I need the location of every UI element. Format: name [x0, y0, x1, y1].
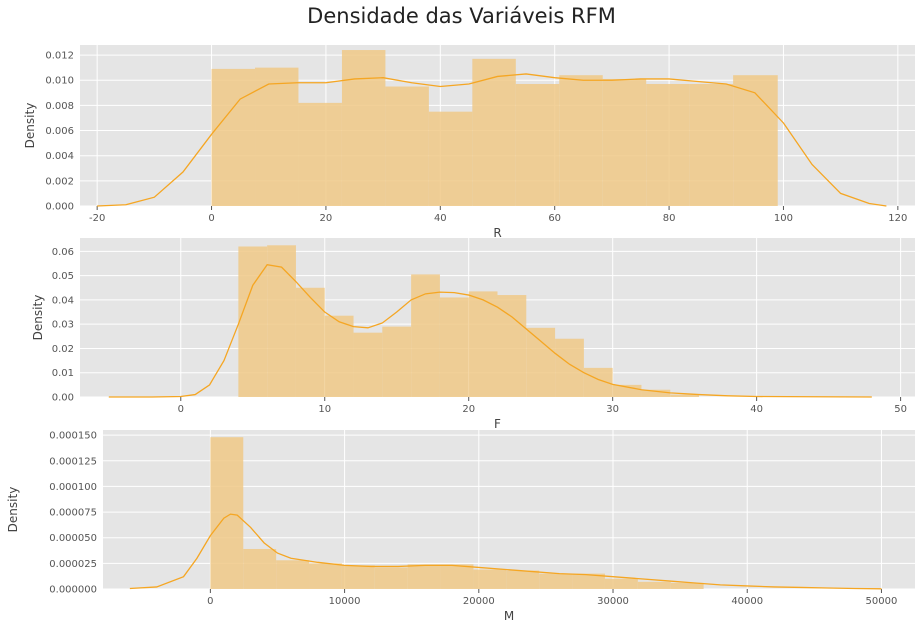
m-density-plot: 0.000000 0.000025 0.000050 0.000075 0.000100… [6, 430, 915, 623]
r-y-tick-label: 0.010 [45, 76, 74, 87]
m-hist-bar [539, 573, 573, 589]
r-y-axis-label: Density [23, 103, 37, 149]
m-hist-bar [473, 569, 507, 589]
m-hist-bar [637, 581, 671, 589]
f-x-tick-label: 30 [606, 404, 619, 415]
m-hist-bar [309, 563, 342, 589]
r-y-tick-label: 0.006 [45, 126, 74, 137]
m-x-tick-label: 30000 [597, 596, 629, 607]
m-hist-bar [243, 548, 277, 589]
f-hist-bar [411, 274, 440, 397]
f-y-tick-label: 0.06 [52, 247, 74, 258]
m-x-tick-label: 10000 [329, 596, 361, 607]
m-hist-bar [374, 567, 408, 589]
r-density-plot: 0.000 0.002 0.004 0.006 0.008 0.010 0.012 -20 0 2… [23, 45, 915, 240]
r-x-tick-label: 0 [208, 213, 214, 224]
m-hist-bar [506, 570, 540, 589]
m-x-tick-label: 50000 [866, 596, 898, 607]
r-hist-bar [428, 111, 473, 206]
figure-title: Densidade das Variáveis RFM [307, 4, 616, 28]
m-y-tick-label: 0.000050 [49, 533, 97, 544]
m-hist-bar [407, 564, 441, 589]
m-y-tick-label: 0.000025 [49, 559, 97, 570]
r-hist-bar [602, 78, 647, 206]
r-hist-bar [733, 75, 778, 206]
f-y-axis-label: Density [31, 295, 45, 341]
r-y-tick-label: 0.000 [45, 202, 74, 213]
r-hist-bar [211, 68, 256, 206]
m-y-tick-label: 0.000125 [49, 456, 97, 467]
f-x-tick-label: 50 [894, 404, 907, 415]
f-hist-bar [497, 295, 527, 397]
f-x-axis-label: F [494, 417, 501, 431]
r-hist-bar [689, 83, 734, 206]
m-hist-bar [604, 578, 638, 589]
r-x-tick-label: 20 [320, 213, 333, 224]
r-y-tick-label: 0.008 [45, 101, 74, 112]
f-hist-bar [439, 297, 469, 397]
f-hist-bar [555, 338, 584, 397]
r-y-tick-label: 0.002 [45, 176, 74, 187]
m-x-axis-label: M [504, 609, 514, 623]
f-kde-line [108, 263, 872, 398]
f-y-tick-label: 0.04 [52, 295, 74, 306]
f-hist-bar [353, 332, 383, 397]
f-y-tick-label: 0.01 [52, 368, 74, 379]
r-hist-bar [255, 67, 299, 206]
f-x-tick-label: 0 [178, 404, 184, 415]
m-hist-bar [210, 437, 244, 589]
f-y-tick-label: 0.02 [52, 344, 74, 355]
f-y-tick-label: 0.05 [52, 271, 74, 282]
f-hist-bar [526, 327, 556, 397]
r-hist-bar [341, 50, 386, 206]
f-hist-bar [267, 245, 296, 397]
f-x-tick-label: 40 [750, 404, 763, 415]
m-y-axis-label: Density [6, 487, 20, 533]
r-y-tick-label: 0.012 [45, 51, 74, 62]
r-x-tick-label: 40 [434, 213, 447, 224]
m-hist-bar [572, 573, 605, 589]
r-x-tick-label: 100 [774, 213, 793, 224]
f-density-plot: 0.00 0.01 0.02 0.03 0.04 0.05 0.06 0 10 20 30 40 50 F… [31, 238, 915, 431]
f-x-tick-label: 10 [318, 404, 331, 415]
m-x-tick-label: 0 [207, 596, 213, 607]
m-y-tick-label: 0.000000 [49, 585, 97, 596]
f-y-tick-label: 0.00 [52, 393, 74, 404]
m-y-tick-label: 0.000150 [49, 431, 97, 442]
f-hist-bar [324, 315, 354, 397]
f-hist-bar [295, 287, 325, 397]
r-hist-bar [559, 75, 603, 206]
r-x-tick-label: 120 [888, 213, 907, 224]
m-y-tick-label: 0.000100 [49, 482, 97, 493]
r-x-tick-label: 60 [548, 213, 561, 224]
f-hist-bar [468, 291, 498, 397]
m-x-tick-label: 20000 [463, 596, 495, 607]
r-hist-bar [646, 83, 690, 206]
r-x-tick-label: -20 [89, 213, 105, 224]
m-y-tick-label: 0.000075 [49, 508, 97, 519]
m-hist-bar [276, 560, 310, 589]
f-hist-bar [382, 326, 412, 397]
r-hist-bar [298, 102, 342, 206]
f-y-tick-label: 0.03 [52, 320, 74, 331]
r-x-tick-label: 80 [663, 213, 676, 224]
f-hist-bar [641, 389, 671, 397]
f-x-tick-label: 20 [462, 404, 475, 415]
f-hist-bar [670, 394, 700, 397]
m-hist-bar [670, 582, 704, 589]
r-hist-bar [472, 58, 516, 206]
r-kde-line [97, 73, 887, 207]
m-x-tick-label: 40000 [731, 596, 763, 607]
m-kde-line [129, 513, 882, 590]
r-y-tick-label: 0.004 [45, 151, 74, 162]
r-hist-bar [515, 83, 560, 206]
r-x-axis-label: R [493, 226, 501, 240]
m-hist-bar [440, 564, 474, 589]
f-hist-bar [238, 246, 268, 397]
m-hist-bar [341, 565, 375, 589]
r-hist-bar [385, 86, 429, 206]
